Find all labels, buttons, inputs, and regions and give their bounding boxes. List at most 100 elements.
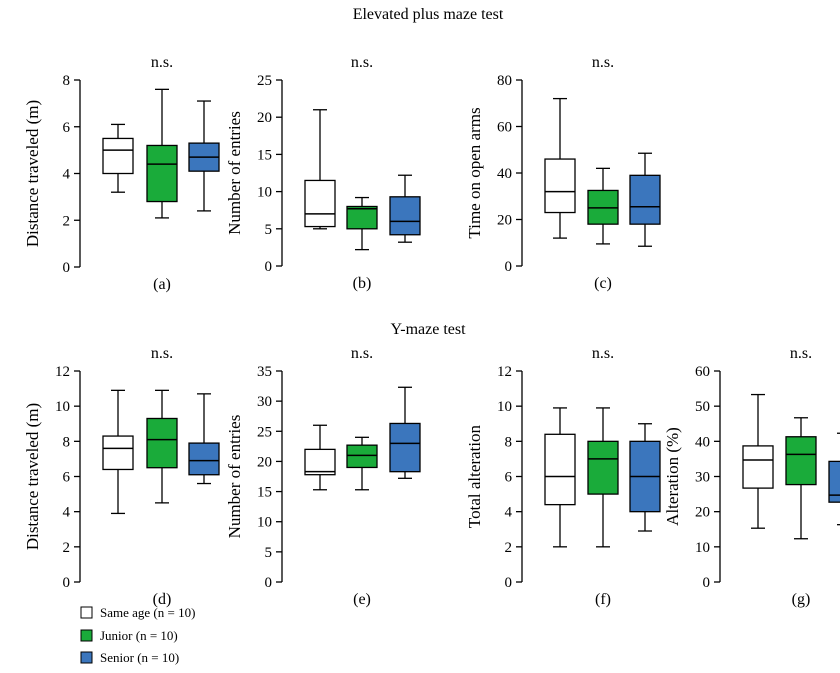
legend-swatch	[80, 606, 93, 619]
y-tick-label: 2	[505, 540, 513, 556]
legend-item-senior: Senior (n = 10)	[80, 650, 179, 665]
y-axis-title: Total alteration	[465, 424, 484, 528]
y-tick-label: 20	[497, 213, 512, 229]
y-tick-label: 12	[497, 364, 512, 380]
section-title-y-maze: Y-maze test	[390, 321, 466, 338]
legend-item-same-age: Same age (n = 10)	[80, 605, 195, 620]
chart-panels: 0 2 4 6 8 Distance traveled (m) n.s. (a) 0 5 10 15 2…	[23, 54, 840, 608]
y-tick-label: 30	[695, 470, 710, 486]
box-senior	[828, 432, 840, 526]
y-tick-label: 8	[505, 434, 513, 450]
significance-label: n.s.	[790, 345, 812, 362]
box-iqr	[389, 196, 421, 236]
y-tick-label: 0	[505, 259, 513, 275]
y-tick-label: 0	[265, 259, 273, 275]
box-senior	[629, 423, 661, 532]
box-junior	[785, 417, 817, 540]
y-tick-label: 4	[505, 505, 513, 521]
y-tick-label: 6	[63, 470, 71, 486]
y-axis-title: Time on open arms	[465, 107, 484, 238]
box-junior	[146, 88, 178, 219]
y-tick-label: 25	[257, 73, 272, 89]
y-tick-label: 60	[695, 364, 710, 380]
chart-panel-d: 0 2 4 6 8 10 12 Distance traveled (m) n.s. (d)	[23, 345, 220, 608]
y-tick-label: 4	[63, 167, 71, 183]
y-tick-label: 35	[257, 364, 272, 380]
panel-label: (a)	[153, 276, 171, 293]
y-tick-label: 0	[265, 575, 273, 591]
y-tick-label: 10	[695, 540, 710, 556]
y-axis-title: Distance traveled (m)	[23, 100, 42, 247]
panel-label: (f)	[595, 591, 611, 608]
y-axis-title: Alteration (%)	[663, 427, 682, 526]
legend-swatch	[80, 651, 93, 664]
box-iqr	[742, 445, 774, 489]
box-iqr	[544, 433, 576, 506]
panel-label: (c)	[594, 275, 612, 292]
chart-panel-g: 0 10 20 30 40 50 60 Alteration (%) n.s. (g)	[663, 345, 840, 608]
y-tick-label: 10	[257, 515, 272, 531]
y-tick-label: 0	[63, 575, 71, 591]
y-tick-label: 20	[257, 454, 272, 470]
box-iqr	[146, 417, 178, 469]
box-senior	[188, 393, 220, 485]
y-tick-label: 30	[257, 394, 272, 410]
box-iqr	[389, 422, 421, 473]
y-tick-label: 0	[505, 575, 513, 591]
y-tick-label: 20	[695, 505, 710, 521]
panel-label: (b)	[353, 275, 372, 292]
y-tick-label: 50	[695, 399, 710, 415]
significance-label: n.s.	[351, 54, 373, 71]
box-iqr	[785, 436, 817, 486]
box-junior	[587, 407, 619, 548]
box-iqr	[346, 205, 378, 230]
legend-label: Senior (n = 10)	[100, 650, 179, 665]
significance-label: n.s.	[151, 345, 173, 362]
box-iqr	[188, 442, 220, 476]
significance-label: n.s.	[592, 54, 614, 71]
y-tick-label: 5	[265, 222, 273, 238]
y-tick-label: 15	[257, 485, 272, 501]
box-iqr	[346, 444, 378, 469]
y-axis-title: Number of entries	[225, 415, 244, 539]
y-tick-label: 40	[497, 166, 512, 182]
y-tick-label: 25	[257, 424, 272, 440]
box-junior	[346, 196, 378, 251]
y-axis-title: Distance traveled (m)	[23, 403, 42, 550]
box-iqr	[629, 174, 661, 225]
y-tick-label: 5	[265, 545, 273, 561]
chart-panel-a: 0 2 4 6 8 Distance traveled (m) n.s. (a)	[23, 54, 220, 293]
y-tick-label: 8	[63, 73, 71, 89]
y-tick-label: 12	[55, 364, 70, 380]
box-junior	[146, 389, 178, 504]
box-senior	[629, 152, 661, 247]
section-title-elevated-plus-maze: Elevated plus maze test	[353, 6, 504, 23]
chart-panel-e: 0 5 10 15 20 25 30 35 Number of entries n.s. (e)	[225, 345, 421, 608]
box-iqr	[146, 144, 178, 203]
y-tick-label: 8	[63, 434, 71, 450]
y-tick-label: 60	[497, 120, 512, 136]
y-tick-label: 0	[63, 260, 71, 276]
y-tick-label: 10	[497, 399, 512, 415]
significance-label: n.s.	[351, 345, 373, 362]
legend: Same age (n = 10) Junior (n = 10) Senior (…	[80, 605, 195, 665]
box-iqr	[828, 460, 840, 503]
legend-label: Same age (n = 10)	[100, 605, 195, 620]
y-axis-title: Number of entries	[225, 111, 244, 235]
panel-label: (e)	[353, 591, 371, 608]
y-tick-label: 2	[63, 213, 71, 229]
box-iqr	[587, 440, 619, 495]
box-senior	[188, 100, 220, 212]
legend-label: Junior (n = 10)	[100, 628, 178, 643]
significance-label: n.s.	[151, 54, 173, 71]
box-iqr	[544, 158, 576, 214]
y-tick-label: 80	[497, 73, 512, 89]
box-iqr	[102, 137, 134, 175]
y-tick-label: 15	[257, 147, 272, 163]
y-tick-label: 0	[703, 575, 711, 591]
box-senior	[389, 174, 421, 243]
box-junior	[587, 167, 619, 245]
chart-panel-b: 0 5 10 15 20 25 Number of entries n.s. (b)	[225, 54, 421, 292]
section-titles: Elevated plus maze test Y-maze test	[353, 6, 504, 338]
